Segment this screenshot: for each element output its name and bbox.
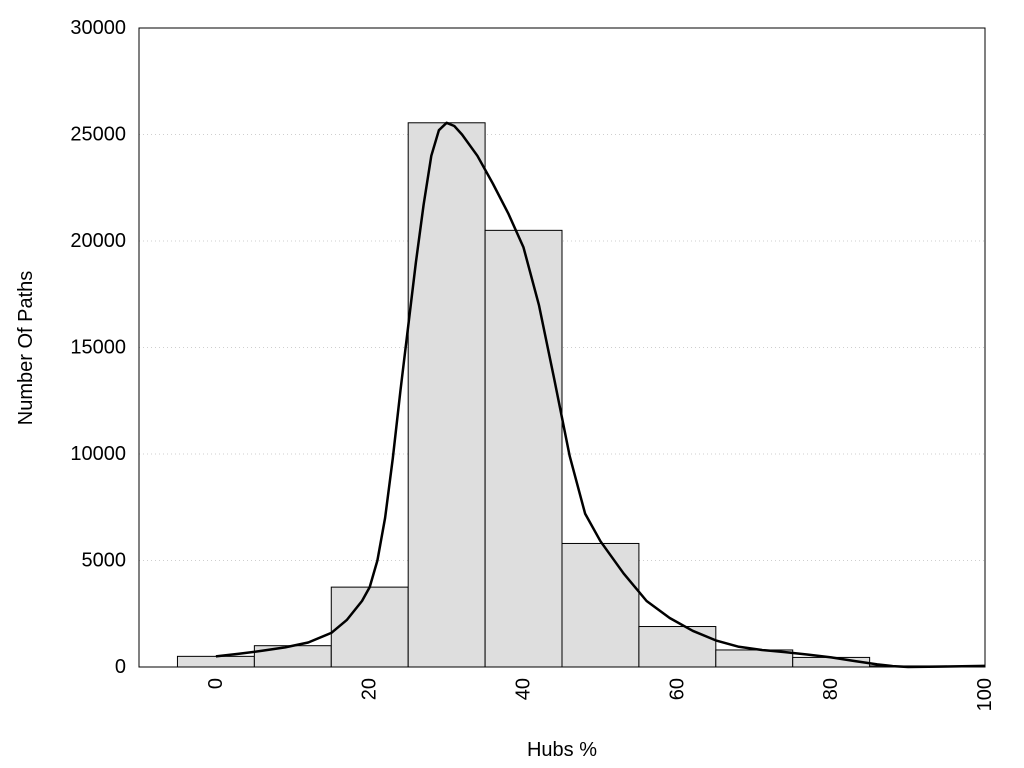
histogram-bar — [407, 122, 486, 668]
x-tick-label: 100 — [974, 678, 996, 711]
histogram-bar — [561, 542, 640, 668]
histogram-bar — [330, 586, 409, 668]
y-tick-label: 25000 — [70, 124, 126, 146]
bars — [176, 122, 948, 668]
x-tick-label: 60 — [666, 678, 688, 700]
y-tick-label: 0 — [115, 656, 126, 678]
y-tick-label: 20000 — [70, 230, 126, 252]
fit-curve — [215, 121, 986, 669]
x-tick-labels: 0 20 40 60 80 100 — [205, 678, 996, 711]
histogram-bar — [484, 229, 563, 668]
y-tick-label: 10000 — [70, 443, 126, 465]
grid-lines — [139, 134, 985, 561]
x-tick-label: 20 — [359, 678, 381, 700]
x-tick-label: 80 — [820, 678, 842, 700]
x-axis-title: Hubs % — [527, 739, 597, 761]
fit-curve-group — [215, 121, 986, 669]
histogram-bar — [253, 645, 332, 668]
x-tick-label: 0 — [205, 678, 227, 689]
y-tick-labels: 0 5000 10000 15000 20000 25000 30000 — [70, 17, 126, 678]
histogram-bar — [638, 626, 717, 668]
y-tick-label: 15000 — [70, 337, 126, 359]
plot-frame — [138, 27, 986, 668]
x-tick-label: 40 — [513, 678, 535, 700]
histogram-bar — [176, 655, 255, 668]
y-tick-label: 30000 — [70, 17, 126, 39]
y-tick-label: 5000 — [82, 550, 127, 572]
y-axis-title: Number Of Paths — [15, 271, 37, 426]
